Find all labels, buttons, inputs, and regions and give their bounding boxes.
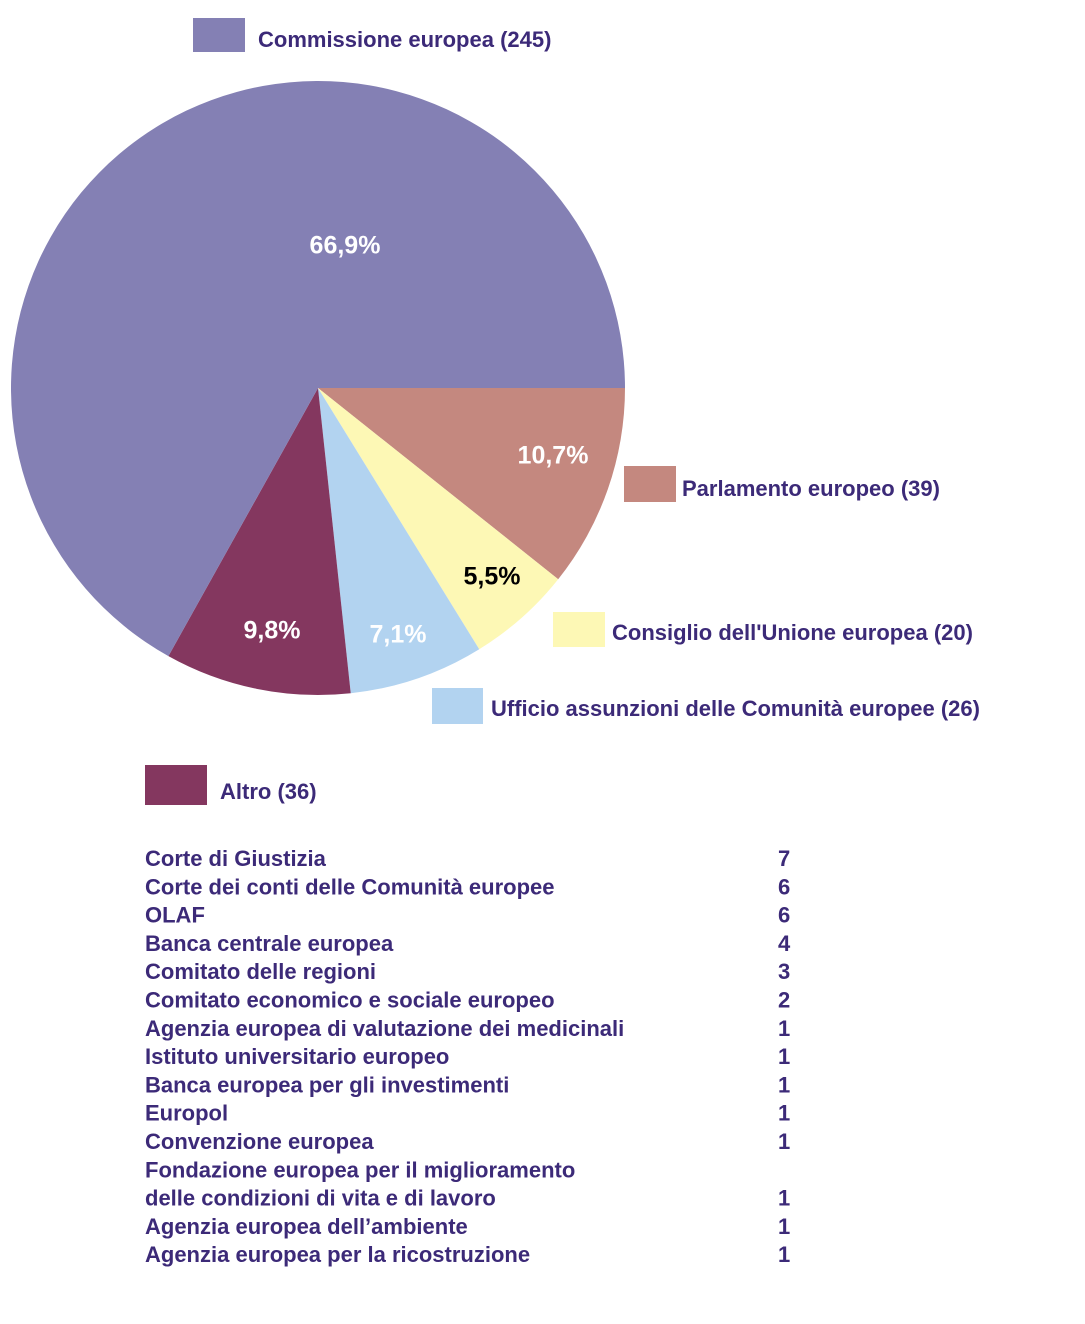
table-value: 2 [778,988,790,1013]
table-value: 1 [778,1016,790,1041]
table-value: 1 [778,1044,790,1069]
table-name: Convenzione europea [145,1129,374,1154]
table-name: Banca centrale europea [145,931,394,956]
data-label: 7,1% [370,621,427,649]
pie-slice [318,388,559,650]
legend-label: Commissione europea (245) [258,27,551,52]
legend-swatch [553,612,605,647]
table-value: 7 [778,846,790,871]
pie-slice [318,388,625,580]
table-value: 1 [778,1129,790,1154]
table-name: Istituto universitario europeo [145,1044,449,1069]
table-value: 4 [778,931,791,956]
table-value: 6 [778,903,790,928]
data-label: 5,5% [464,563,521,591]
pie-slice [318,388,480,694]
data-label: 10,7% [518,442,589,470]
table-name: Europol [145,1101,228,1126]
table-name: Agenzia europea dell’ambiente [145,1214,468,1239]
table-name: Agenzia europea per la ricostruzione [145,1242,530,1267]
pie-slice [168,388,351,695]
data-label: 9,8% [244,617,301,645]
legend-label: Ufficio assunzioni delle Comunità europe… [491,696,980,721]
legend-label: Altro (36) [220,779,317,804]
table-value: 1 [778,1072,790,1097]
table-name: Fondazione europea per il miglioramento d… [145,1157,575,1210]
table-value: 1 [778,1186,790,1211]
table-value: 3 [778,959,790,984]
table-name: Comitato economico e sociale europeo [145,988,555,1013]
table-name: Banca europea per gli investimenti [145,1072,509,1097]
table-name: Agenzia europea di valutazione dei medic… [145,1016,624,1041]
table-name: Comitato delle regioni [145,959,376,984]
data-label: 66,9% [310,232,381,260]
pie-slice [10,80,625,657]
legend-swatch [432,688,483,724]
legend-swatch [624,466,676,502]
legend-label: Parlamento europeo (39) [682,476,940,501]
table-value: 6 [778,874,790,899]
table-value: 1 [778,1242,790,1267]
table-value: 1 [778,1101,790,1126]
table-value: 1 [778,1214,790,1239]
legend-swatch [145,765,207,805]
legend-label: Consiglio dell'Unione europea (20) [612,620,973,645]
table-name: OLAF [145,903,205,928]
table-name: Corte di Giustizia [145,846,327,871]
legend-swatch [193,18,245,52]
table-name: Corte dei conti delle Comunità europee [145,874,555,899]
